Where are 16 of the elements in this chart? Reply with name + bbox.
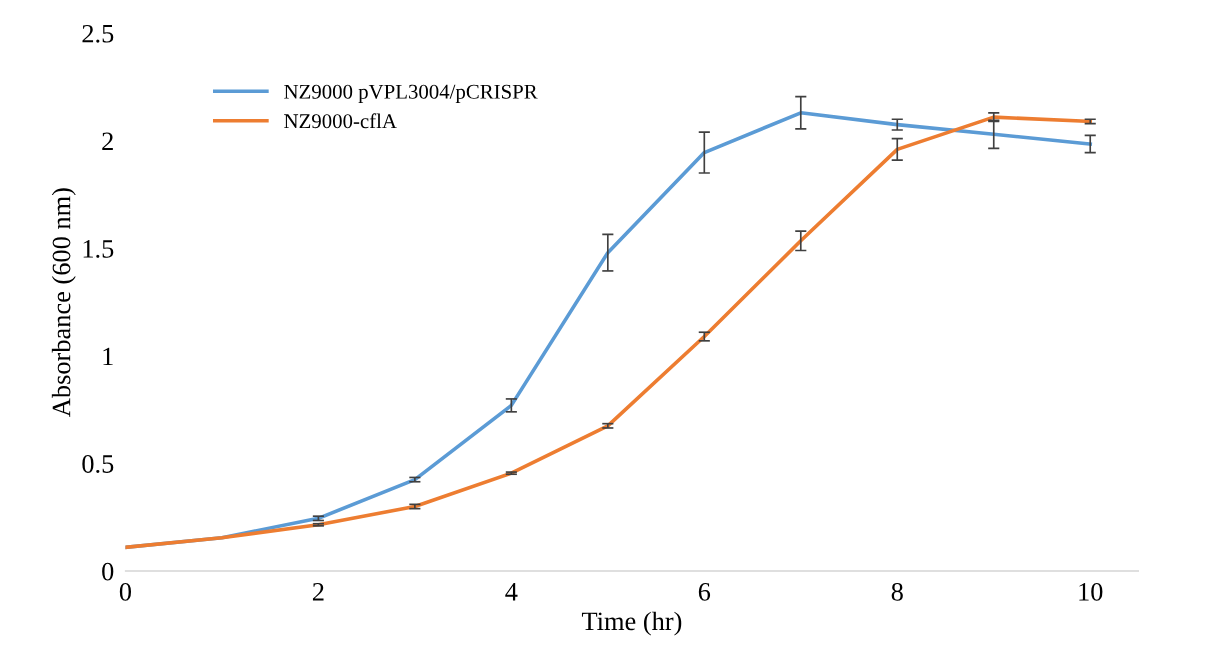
x-axis-title: Time (hr) bbox=[581, 611, 682, 636]
y-tick-label: 2 bbox=[102, 132, 113, 150]
legend-label: NZ9000 pVPL3004/pCRISPR bbox=[284, 84, 538, 103]
y-axis-title: Absorbance (600 nm) bbox=[51, 188, 76, 417]
x-tick-label: 4 bbox=[505, 583, 518, 601]
y-tick-label: 1 bbox=[103, 347, 113, 366]
y-tick-label: 1.5 bbox=[83, 240, 114, 258]
legend-label: NZ9000-cflA bbox=[284, 113, 397, 129]
y-tick-label: 0 bbox=[102, 562, 114, 581]
x-tick-label: 2 bbox=[312, 582, 324, 601]
y-tick-label: 2.5 bbox=[82, 24, 114, 43]
x-tick-label: 8 bbox=[891, 582, 903, 601]
x-tick-label: 10 bbox=[1079, 582, 1103, 601]
y-tick-label: 0.5 bbox=[82, 455, 114, 473]
x-tick-label: 6 bbox=[698, 582, 711, 601]
x-tick-label: 0 bbox=[119, 582, 132, 601]
